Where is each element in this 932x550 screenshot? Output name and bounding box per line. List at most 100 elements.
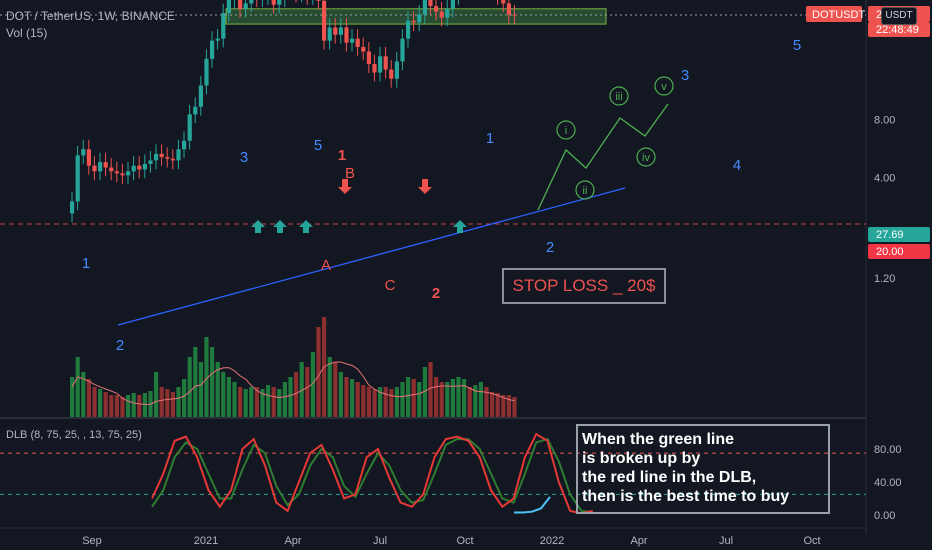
- candle-body: [506, 3, 511, 15]
- green-price-tag: 27.69: [876, 229, 904, 241]
- volume-bar: [282, 382, 287, 417]
- volume-bar: [506, 395, 511, 417]
- candle-body: [165, 157, 170, 159]
- wave-label: 2: [546, 239, 554, 256]
- currency-button[interactable]: USDT: [881, 7, 917, 25]
- candle-body: [434, 6, 439, 12]
- wave-label: 1: [486, 130, 494, 147]
- volume-bar: [86, 379, 91, 417]
- volume-bar: [154, 372, 159, 417]
- volume-bar: [305, 367, 310, 417]
- note-line: the red line in the DLB,: [582, 469, 757, 486]
- time-tick-label: Sep: [82, 535, 102, 547]
- candle-body: [333, 27, 338, 35]
- volume-bar: [473, 385, 478, 417]
- candle-body: [70, 201, 75, 214]
- volume-bar: [114, 395, 119, 417]
- volume-indicator-label[interactable]: Vol (15): [6, 26, 48, 40]
- volume-bar: [394, 387, 399, 417]
- volume-bar: [92, 387, 97, 417]
- volume-bar: [378, 387, 383, 417]
- candle-body: [350, 38, 355, 43]
- candle-body: [450, 0, 455, 9]
- candle-body: [126, 171, 131, 176]
- subwave-label: i: [565, 125, 567, 137]
- candle-body: [204, 58, 209, 86]
- candle-body: [271, 0, 276, 5]
- candle-body: [406, 20, 411, 39]
- osc-tick-label: 80.00: [874, 444, 902, 456]
- time-tick-label: 2021: [194, 535, 218, 547]
- volume-bar: [406, 377, 411, 417]
- candle-body: [131, 165, 136, 172]
- volume-bar: [383, 387, 388, 417]
- volume-bar: [355, 382, 360, 417]
- subwave-circle: [636, 147, 656, 167]
- candle-body: [187, 114, 192, 141]
- volume-bar: [131, 393, 136, 417]
- candle-body: [159, 153, 164, 158]
- volume-bar: [478, 382, 483, 417]
- osc-tick-label: 40.00: [874, 477, 902, 489]
- candle-body: [439, 11, 444, 18]
- volume-bar: [495, 393, 500, 417]
- subwave-circle: [609, 86, 629, 106]
- candle-body: [221, 13, 226, 39]
- wave-label: 4: [733, 157, 741, 174]
- symbol-title: DOT / TetherUS, 1W, BINANCE: [6, 9, 175, 23]
- wave-label: 5: [314, 137, 322, 154]
- volume-bar: [338, 372, 343, 417]
- osc-green-line: [151, 437, 593, 514]
- candle-body: [137, 165, 142, 170]
- osc-red-line: [151, 432, 593, 515]
- volume-bar: [243, 389, 248, 417]
- dlb-indicator-label[interactable]: DLB (8, 75, 25, , 13, 75, 25): [6, 429, 142, 441]
- candle-body: [372, 64, 377, 73]
- price-tick-label: 1.20: [874, 273, 895, 285]
- wave-label: 5: [793, 37, 801, 54]
- buy-signal-note: When the green line is broken up by the …: [576, 424, 830, 514]
- candle-body: [120, 173, 125, 176]
- volume-bar: [350, 379, 355, 417]
- volume-bar: [439, 382, 444, 417]
- candle-body: [501, 0, 506, 4]
- volume-bar: [310, 352, 315, 417]
- trend-line: [117, 187, 626, 326]
- volume-bar: [210, 347, 215, 417]
- ticker-tag: DOTUSDT: [812, 9, 865, 21]
- candle-body: [243, 3, 248, 9]
- candle-body: [114, 171, 119, 174]
- wave-label: C: [385, 277, 396, 294]
- note-line: then is the best time to buy: [582, 488, 790, 505]
- wave-label: 2: [116, 337, 124, 354]
- candle-body: [422, 0, 427, 15]
- volume-bar: [70, 377, 75, 417]
- osc-forecast-line: [514, 496, 551, 514]
- candle-body: [193, 106, 198, 115]
- support-zone: [225, 8, 607, 25]
- candle-body: [170, 158, 175, 161]
- volume-bar: [266, 385, 271, 417]
- volume-bar: [260, 389, 265, 417]
- volume-bar: [137, 395, 142, 417]
- volume-bar: [126, 395, 131, 417]
- wave-label: 2: [432, 285, 440, 302]
- candle-body: [512, 14, 517, 16]
- subwave-circle: [575, 180, 595, 200]
- subwave-label: v: [661, 81, 667, 93]
- down-arrow-icon: [338, 179, 352, 194]
- candle-body: [226, 0, 231, 14]
- volume-bar: [512, 397, 517, 417]
- volume-bar: [333, 362, 338, 417]
- candle-body: [92, 165, 97, 172]
- volume-bar: [490, 392, 495, 417]
- volume-bar: [294, 372, 299, 417]
- time-tick-label: Jul: [373, 535, 387, 547]
- volume-bar: [361, 385, 366, 417]
- candle-body: [154, 153, 159, 161]
- volume-ma-line: [71, 361, 515, 405]
- volume-bar: [103, 392, 108, 417]
- volume-bar: [159, 387, 164, 417]
- candle-body: [394, 61, 399, 79]
